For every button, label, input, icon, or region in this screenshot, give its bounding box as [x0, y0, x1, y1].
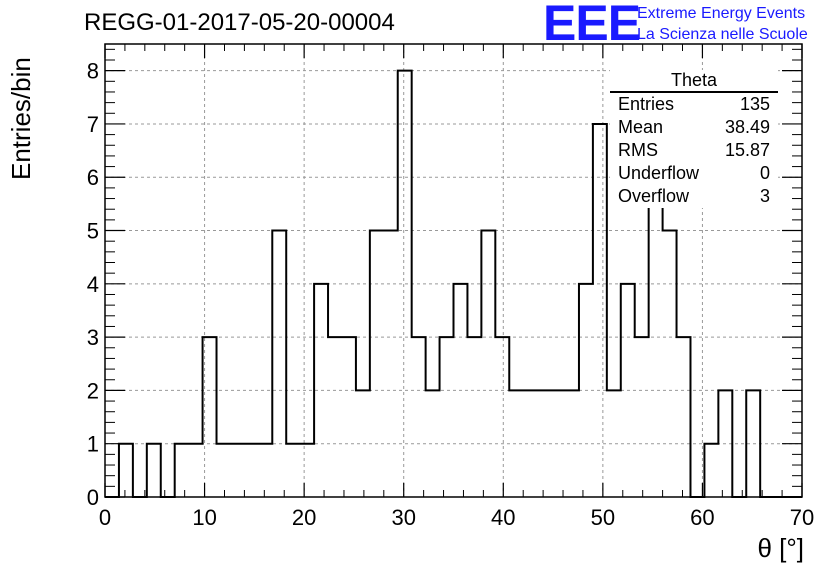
x-tick-label: 50	[591, 505, 615, 530]
y-tick-label: 7	[87, 112, 99, 137]
y-tick-label: 8	[87, 59, 99, 84]
plot-frame	[104, 43, 803, 498]
eee-logo: EEE	[543, 0, 641, 51]
chart-title: REGG-01-2017-05-20-00004	[84, 9, 395, 36]
logo-caption: Extreme Energy Events La Scienza nelle S…	[637, 3, 808, 45]
y-axis-label: Entries/bin	[6, 57, 36, 180]
x-tick-label: 40	[491, 505, 515, 530]
logo-caption-line1: Extreme Energy Events	[637, 5, 806, 22]
x-tick-label: 70	[790, 505, 814, 530]
x-tick-label: 20	[292, 505, 316, 530]
y-tick-label: 6	[87, 165, 99, 190]
stats-value: 0	[759, 163, 770, 183]
stats-label: Mean	[618, 117, 664, 137]
x-tick-label: 10	[192, 505, 216, 530]
stats-label: RMS	[618, 140, 658, 160]
x-axis-label: θ [°]	[757, 533, 804, 563]
stats-title: Theta	[610, 70, 778, 93]
stats-value: 135	[739, 94, 770, 114]
stats-value: 38.49	[724, 117, 770, 137]
stats-label: Underflow	[618, 163, 700, 183]
y-tick-label: 3	[87, 325, 99, 350]
y-tick-label: 1	[87, 432, 99, 457]
axis-ticks	[104, 44, 803, 498]
stats-label: Entries	[618, 94, 675, 114]
logo-caption-line2: La Scienza nelle Scuole	[637, 26, 808, 43]
y-tick-label: 5	[87, 219, 99, 244]
stats-row-mean: Mean 38.49	[610, 116, 778, 139]
stats-row-underflow: Underflow 0	[610, 162, 778, 185]
y-tick-label: 2	[87, 378, 99, 403]
x-tick-label: 60	[690, 505, 714, 530]
stats-value: 15.87	[724, 140, 770, 160]
stats-row-entries: Entries 135	[610, 93, 778, 116]
x-tick-label: 30	[391, 505, 415, 530]
stats-row-overflow: Overflow 3	[610, 185, 778, 208]
stats-label: Overflow	[618, 186, 690, 206]
y-tick-label: 0	[87, 485, 99, 510]
stats-box: Theta Entries 135 Mean 38.49 RMS 15.87 U…	[610, 70, 778, 208]
x-tick-label: 0	[99, 505, 111, 530]
stats-row-rms: RMS 15.87	[610, 139, 778, 162]
y-tick-label: 4	[87, 272, 99, 297]
stats-value: 3	[759, 186, 770, 206]
histogram-series-line	[105, 69, 802, 498]
